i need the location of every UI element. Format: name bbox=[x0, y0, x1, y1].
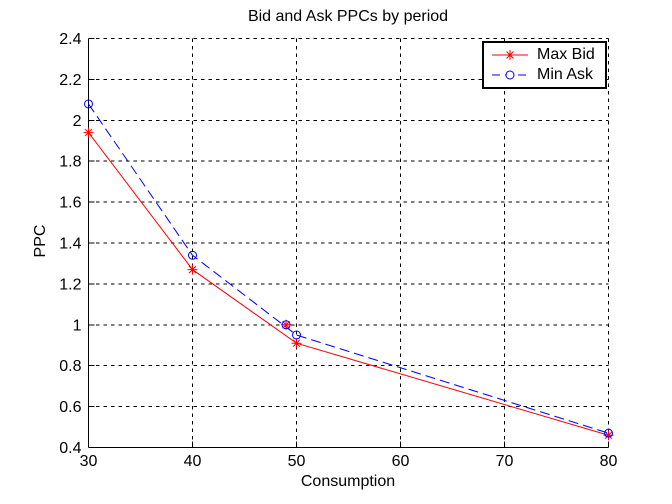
legend-label-min-ask: Min Ask bbox=[537, 66, 594, 83]
data-marker-max-bid bbox=[291, 338, 302, 349]
data-marker-min-ask bbox=[292, 330, 301, 340]
data-marker-max-bid bbox=[187, 264, 198, 275]
y-tick-label: 1.2 bbox=[59, 276, 81, 293]
y-tick-label: 1.8 bbox=[59, 154, 81, 171]
data-marker-max-bid bbox=[83, 127, 94, 138]
y-axis-label: PPC bbox=[32, 224, 49, 258]
y-tick-label: 0.8 bbox=[59, 358, 81, 375]
series-line-max-bid bbox=[88, 132, 609, 436]
y-tick-label: 1.6 bbox=[59, 195, 81, 212]
x-tick-label: 50 bbox=[288, 453, 306, 470]
y-tick-label: 2.2 bbox=[59, 72, 81, 89]
data-marker-min-ask bbox=[604, 428, 613, 438]
series-line-min-ask bbox=[88, 103, 609, 434]
y-tick-label: 2 bbox=[73, 113, 82, 130]
legend-entry-max-bid: Max Bid bbox=[491, 45, 605, 65]
y-tick-label: 1 bbox=[73, 317, 82, 334]
data-marker-max-bid bbox=[603, 430, 614, 441]
min-ask-line-sample bbox=[492, 70, 528, 80]
x-axis-label: Consumption bbox=[300, 473, 396, 490]
legend: Max Bid Min Ask bbox=[482, 41, 607, 89]
data-marker-min-ask bbox=[188, 250, 197, 260]
x-tick-label: 70 bbox=[496, 453, 514, 470]
y-tick-label: 0.4 bbox=[59, 440, 81, 457]
legend-label-max-bid: Max Bid bbox=[537, 46, 595, 63]
x-tick-label: 80 bbox=[600, 453, 618, 470]
x-tick-label: 30 bbox=[80, 453, 98, 470]
x-tick-label: 60 bbox=[392, 453, 410, 470]
x-tick-label: 40 bbox=[184, 453, 202, 470]
y-tick-label: 1.4 bbox=[59, 236, 81, 253]
asterisk-marker-icon bbox=[505, 50, 515, 60]
circle-marker-icon bbox=[505, 70, 515, 80]
chart-title: Bid and Ask PPCs by period bbox=[247, 8, 449, 25]
data-marker-min-ask bbox=[84, 99, 93, 109]
legend-entry-min-ask: Min Ask bbox=[491, 65, 605, 85]
max-bid-line-sample bbox=[492, 50, 528, 60]
equilibrium-marker bbox=[281, 320, 291, 330]
y-tick-label: 2.4 bbox=[59, 31, 81, 48]
equilibrium-marker bbox=[281, 319, 292, 330]
y-tick-label: 0.6 bbox=[59, 399, 81, 416]
